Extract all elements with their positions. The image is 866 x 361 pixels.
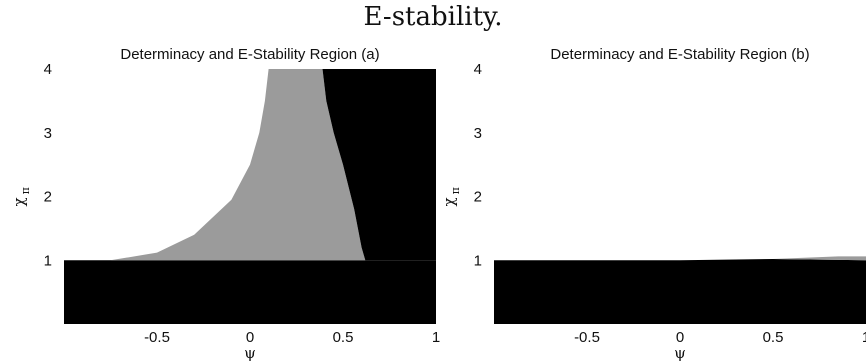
chart-title: Determinacy and E-Stability Region (b) [550, 46, 809, 63]
region-black-0 [64, 260, 436, 324]
y-tick-label: 2 [474, 189, 482, 206]
y-axis-label: χπ [440, 187, 462, 206]
chart-title: Determinacy and E-Stability Region (a) [120, 46, 379, 63]
y-tick-label: 1 [474, 252, 482, 269]
x-axis-label: ψ [244, 344, 256, 361]
x-axis-label: ψ [674, 344, 686, 361]
y-tick-label: 1 [44, 252, 52, 269]
region-gray-1 [110, 69, 366, 261]
y-tick-label: 4 [44, 61, 52, 78]
y-tick-label: 3 [474, 125, 482, 142]
x-tick-label: -0.5 [144, 329, 170, 346]
x-tick-label: 0 [246, 329, 254, 346]
y-axis-label: χπ [10, 187, 32, 206]
x-tick-label: 1 [432, 329, 440, 346]
y-tick-label: 3 [44, 125, 52, 142]
x-tick-label: 1 [862, 329, 866, 346]
region-black-0 [494, 259, 866, 324]
x-tick-label: 0.5 [763, 329, 784, 346]
y-tick-label: 2 [44, 189, 52, 206]
chart-panel-a: Determinacy and E-Stability Region (a) -0… [10, 46, 440, 361]
x-tick-label: -0.5 [574, 329, 600, 346]
region-black-2 [322, 69, 436, 261]
region-gray-1 [773, 256, 866, 261]
x-tick-label: 0 [676, 329, 684, 346]
plot-area [494, 69, 866, 324]
chart-panel-b: Determinacy and E-Stability Region (b) -0… [440, 46, 866, 361]
x-tick-label: 0.5 [333, 329, 354, 346]
y-tick-label: 4 [474, 61, 482, 78]
page-title: E-stability. [363, 2, 503, 32]
plot-area [64, 69, 436, 324]
